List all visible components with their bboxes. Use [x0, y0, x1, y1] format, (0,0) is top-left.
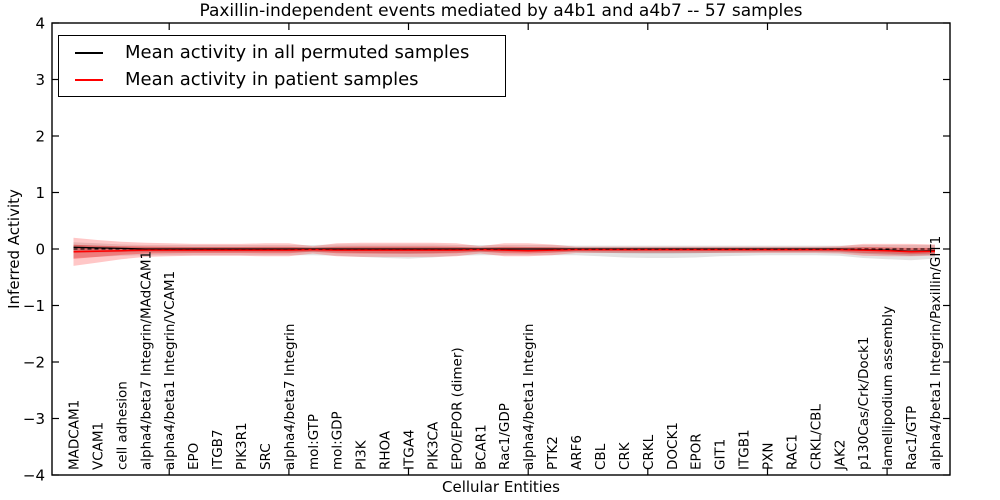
x-category-labels: MADCAM1 VCAM1 cell adhesion alpha4/beta7 In…	[67, 236, 945, 471]
legend: Mean activity in all permuted samples Me…	[58, 35, 506, 97]
x-category-label: EPO/EPOR (dimer)	[449, 347, 465, 470]
y-tick-label: −1	[23, 297, 45, 315]
plot-bands	[73, 237, 935, 266]
x-category-label: p130Cas/Crk/Dock1	[856, 337, 872, 470]
y-tick-label: −3	[23, 410, 45, 428]
x-category-label: CRK	[617, 441, 633, 470]
x-category-label: CRKL	[641, 434, 657, 470]
legend-item-patient: Mean activity in patient samples	[75, 69, 505, 90]
y-axis-label: Inferred Activity	[5, 189, 23, 309]
x-category-label: lamellipodium assembly	[880, 306, 896, 470]
x-category-label: RAC1	[784, 434, 800, 470]
x-category-label: SRC	[258, 443, 274, 470]
y-tick-labels: −4 −3 −2 −1 0 1 2 3 4	[23, 15, 45, 485]
x-category-label: GIT1	[713, 439, 729, 470]
x-category-label: DOCK1	[665, 422, 681, 470]
x-category-label: mol:GDP	[330, 411, 346, 470]
band-patient-outer	[73, 237, 935, 266]
y-tick-label: 2	[35, 128, 45, 146]
legend-label: Mean activity in all permuted samples	[125, 42, 470, 63]
x-category-label: PI3K	[354, 439, 370, 470]
x-category-label: VCAM1	[90, 422, 106, 470]
x-category-label: alpha4/beta1 Integrin	[521, 324, 537, 470]
x-category-label: JAK2	[832, 440, 848, 471]
x-category-label: ITGB7	[210, 429, 226, 470]
plot-lines	[73, 246, 936, 253]
y-tick-label: 0	[35, 241, 45, 259]
y-tick-label: −4	[23, 467, 45, 485]
x-category-label: RHOA	[378, 430, 394, 470]
x-category-label: PIK3CA	[425, 421, 441, 470]
x-category-label: CBL	[593, 443, 609, 470]
y-tick-label: −2	[23, 354, 45, 372]
x-category-label: CRKL/CBL	[808, 404, 824, 470]
y-tick-label: 1	[35, 184, 45, 202]
x-axis-label: Cellular Entities	[442, 478, 560, 496]
legend-line-sample-red	[75, 78, 103, 81]
x-category-label: ITGB1	[737, 429, 753, 470]
x-category-label: MADCAM1	[67, 400, 83, 470]
legend-line-sample-black	[75, 51, 103, 54]
x-category-label: Rac1/GTP	[904, 406, 920, 470]
x-category-label: cell adhesion	[114, 381, 130, 470]
legend-item-permuted: Mean activity in all permuted samples	[75, 42, 505, 63]
x-category-label: EPOR	[689, 433, 705, 470]
x-category-label: BCAR1	[473, 424, 489, 470]
x-category-label: alpha4/beta7 Integrin/MAdCAM1	[138, 251, 154, 470]
band-permuted-outer	[73, 242, 935, 261]
axis-ticks	[52, 22, 950, 476]
x-category-label: Rac1/GDP	[497, 403, 513, 470]
x-category-label: PXN	[761, 443, 777, 471]
x-category-label: ARF6	[569, 435, 585, 470]
band-patient-inner	[73, 244, 935, 259]
x-category-label: alpha4/beta7 Integrin	[282, 324, 298, 470]
x-category-label: EPO	[186, 443, 202, 470]
x-category-label: ITGA4	[402, 429, 418, 470]
x-category-label: mol:GTP	[306, 414, 322, 470]
legend-label: Mean activity in patient samples	[125, 69, 419, 90]
x-category-label: alpha4/beta1 Integrin/Paxillin/GIT1	[928, 236, 944, 470]
chart-title: Paxillin-independent events mediated by …	[199, 1, 803, 21]
line-patient-mean	[73, 248, 936, 253]
x-category-label: PTK2	[545, 436, 561, 470]
x-category-label: PIK3R1	[234, 422, 250, 470]
x-category-label: alpha4/beta1 Integrin/VCAM1	[162, 271, 178, 470]
y-tick-label: 3	[35, 71, 45, 89]
y-tick-label: 4	[35, 15, 45, 33]
